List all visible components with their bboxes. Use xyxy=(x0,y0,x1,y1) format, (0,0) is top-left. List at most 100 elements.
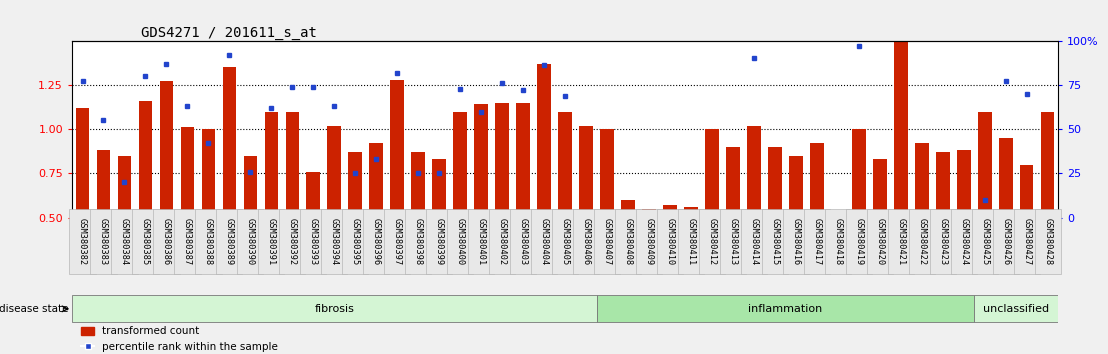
Text: GSM380388: GSM380388 xyxy=(204,218,213,265)
Bar xyxy=(747,126,761,218)
Bar xyxy=(537,64,551,218)
Bar xyxy=(1019,165,1034,218)
Bar xyxy=(495,103,509,218)
Bar xyxy=(181,127,194,218)
Bar xyxy=(75,108,90,218)
Text: fibrosis: fibrosis xyxy=(315,304,355,314)
Bar xyxy=(411,152,425,218)
Text: GSM380404: GSM380404 xyxy=(540,218,548,265)
Bar xyxy=(684,207,698,218)
Text: GSM380415: GSM380415 xyxy=(770,218,779,265)
Bar xyxy=(957,150,971,218)
Bar xyxy=(453,112,466,218)
Bar xyxy=(852,129,865,218)
Bar xyxy=(117,156,131,218)
Text: GSM380385: GSM380385 xyxy=(141,218,150,265)
Text: GSM380395: GSM380395 xyxy=(351,218,360,265)
Text: unclassified: unclassified xyxy=(983,304,1049,314)
Bar xyxy=(558,112,572,218)
Text: GSM380405: GSM380405 xyxy=(561,218,570,265)
Text: GSM380418: GSM380418 xyxy=(833,218,842,265)
Text: GSM380403: GSM380403 xyxy=(519,218,527,265)
Text: GSM380416: GSM380416 xyxy=(791,218,800,265)
Text: GSM380387: GSM380387 xyxy=(183,218,192,265)
Bar xyxy=(999,138,1013,218)
Bar xyxy=(643,209,656,218)
Text: GSM380393: GSM380393 xyxy=(309,218,318,265)
Text: GSM380402: GSM380402 xyxy=(497,218,506,265)
FancyBboxPatch shape xyxy=(596,295,974,322)
Bar xyxy=(810,143,823,218)
Bar xyxy=(348,152,362,218)
FancyBboxPatch shape xyxy=(974,295,1058,322)
Bar xyxy=(474,104,488,218)
Bar xyxy=(978,112,992,218)
Text: GSM380424: GSM380424 xyxy=(960,218,968,265)
Bar xyxy=(138,101,152,218)
Text: GSM380401: GSM380401 xyxy=(476,218,485,265)
Bar xyxy=(96,150,111,218)
Text: GSM380408: GSM380408 xyxy=(624,218,633,265)
Bar xyxy=(328,126,341,218)
Text: GSM380389: GSM380389 xyxy=(225,218,234,265)
Bar xyxy=(286,112,299,218)
Text: GSM380425: GSM380425 xyxy=(981,218,989,265)
Text: GSM380390: GSM380390 xyxy=(246,218,255,265)
Bar xyxy=(936,152,950,218)
Text: GSM380410: GSM380410 xyxy=(666,218,675,265)
Text: GSM380422: GSM380422 xyxy=(917,218,926,265)
Text: disease state: disease state xyxy=(0,304,72,314)
Text: GSM380391: GSM380391 xyxy=(267,218,276,265)
Text: GSM380386: GSM380386 xyxy=(162,218,171,265)
Legend: transformed count, percentile rank within the sample: transformed count, percentile rank withi… xyxy=(78,322,283,354)
Bar xyxy=(873,159,886,218)
Text: GSM380407: GSM380407 xyxy=(603,218,612,265)
Text: GSM380411: GSM380411 xyxy=(687,218,696,265)
Text: GSM380394: GSM380394 xyxy=(330,218,339,265)
Text: GSM380426: GSM380426 xyxy=(1002,218,1010,265)
Bar xyxy=(705,129,719,218)
Text: GSM380421: GSM380421 xyxy=(896,218,905,265)
Text: GSM380398: GSM380398 xyxy=(413,218,423,265)
Text: GSM380399: GSM380399 xyxy=(434,218,443,265)
Bar xyxy=(664,205,677,218)
Text: GSM380414: GSM380414 xyxy=(749,218,758,265)
Bar xyxy=(244,156,257,218)
Text: GDS4271 / 201611_s_at: GDS4271 / 201611_s_at xyxy=(141,26,317,40)
Text: GSM380400: GSM380400 xyxy=(455,218,464,265)
Text: GSM380383: GSM380383 xyxy=(99,218,107,265)
Bar xyxy=(726,147,740,218)
Bar xyxy=(223,67,236,218)
Text: GSM380417: GSM380417 xyxy=(812,218,821,265)
Text: inflammation: inflammation xyxy=(748,304,822,314)
Text: GSM380428: GSM380428 xyxy=(1043,218,1053,265)
Text: GSM380382: GSM380382 xyxy=(78,218,88,265)
Bar xyxy=(622,200,635,218)
Text: GSM380413: GSM380413 xyxy=(728,218,738,265)
Bar xyxy=(390,80,404,218)
Text: GSM380423: GSM380423 xyxy=(938,218,947,265)
Text: GSM380406: GSM380406 xyxy=(582,218,591,265)
Bar xyxy=(789,156,802,218)
Bar xyxy=(601,129,614,218)
Text: GSM380420: GSM380420 xyxy=(875,218,884,265)
FancyBboxPatch shape xyxy=(72,295,596,322)
Text: GSM380409: GSM380409 xyxy=(645,218,654,265)
Bar xyxy=(579,126,593,218)
Bar xyxy=(432,159,447,218)
Bar xyxy=(915,143,929,218)
Text: GSM380396: GSM380396 xyxy=(372,218,381,265)
Text: GSM380427: GSM380427 xyxy=(1023,218,1032,265)
Bar xyxy=(516,103,530,218)
Bar xyxy=(1040,112,1055,218)
Bar xyxy=(265,112,278,218)
Bar xyxy=(768,147,782,218)
Bar xyxy=(831,218,844,290)
Bar xyxy=(307,172,320,218)
Text: GSM380397: GSM380397 xyxy=(392,218,402,265)
Bar xyxy=(894,14,907,218)
Bar xyxy=(160,81,173,218)
Bar xyxy=(369,143,383,218)
Text: GSM380392: GSM380392 xyxy=(288,218,297,265)
Text: GSM380419: GSM380419 xyxy=(854,218,863,265)
